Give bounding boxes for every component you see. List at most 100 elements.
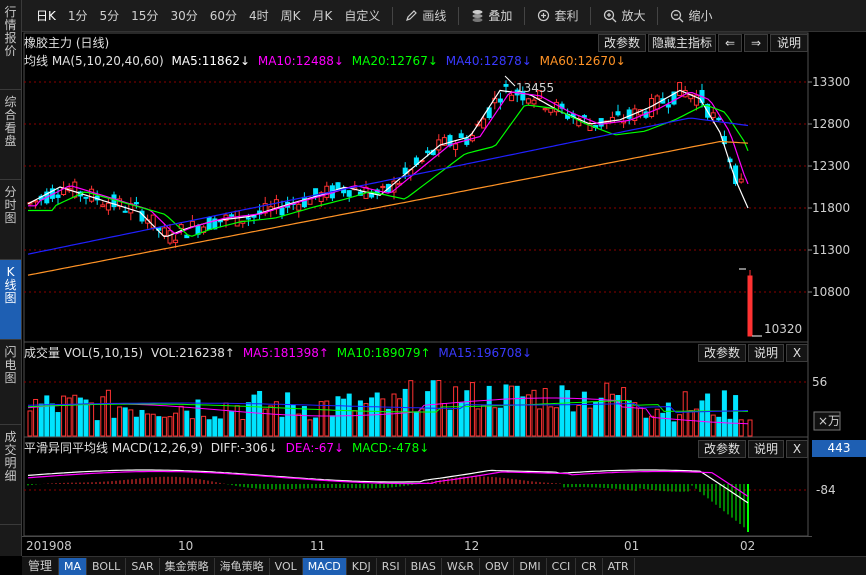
indicator-tab[interactable]: BIAS xyxy=(406,557,442,575)
volume-bar xyxy=(55,412,61,437)
volume-bar xyxy=(245,402,251,437)
indicator-tab[interactable]: DMI xyxy=(514,557,547,575)
side-tab[interactable]: 综 合 看 盘 xyxy=(0,90,21,180)
vol-ma15-line xyxy=(27,402,749,413)
volume-bar xyxy=(425,391,431,437)
volume-bar xyxy=(33,398,39,437)
candle-body xyxy=(503,84,509,87)
volume-bar xyxy=(587,407,593,437)
candle-body xyxy=(206,216,212,230)
volume-bar xyxy=(705,393,711,437)
volume-bar xyxy=(77,397,83,437)
toolbar-divider xyxy=(590,6,592,25)
indicator-tab[interactable]: MACD xyxy=(302,557,347,575)
indicator-tab[interactable]: 管理 xyxy=(22,557,60,575)
indicator-tab[interactable]: RSI xyxy=(377,557,406,575)
ma60-value: MA60:12670↓ xyxy=(539,54,626,68)
indicator-tab[interactable]: 海龟策略 xyxy=(215,557,270,575)
toolbar-tool-button[interactable]: 画线 xyxy=(399,4,452,28)
candle-body xyxy=(122,210,128,213)
volume-bar xyxy=(621,387,627,437)
ma40-value: MA40:12878↓ xyxy=(445,54,532,68)
indicator-tab[interactable]: CR xyxy=(576,557,603,575)
volume-bar xyxy=(111,417,117,437)
toolbar-tool-button[interactable]: 套利 xyxy=(531,4,584,28)
period-button[interactable]: 周K xyxy=(280,8,301,23)
volume-bar xyxy=(525,394,531,437)
toolbar-tool-button[interactable]: 缩小 xyxy=(664,4,718,28)
side-tab[interactable]: 成 交 明 细 xyxy=(0,425,21,525)
volume-bar xyxy=(727,418,733,437)
indicator-tab[interactable]: BOLL xyxy=(87,557,127,575)
toolbar-tool-button[interactable]: 叠加 xyxy=(465,4,518,28)
edit-params-button[interactable]: 改参数 xyxy=(598,34,646,52)
volume-close-button[interactable]: X xyxy=(786,344,808,362)
price-axis-label: 11800 xyxy=(812,201,850,215)
period-button[interactable]: 月K xyxy=(312,8,333,23)
macd-edit-params-button[interactable]: 改参数 xyxy=(698,440,746,458)
vol-ma10-value: MA10:189079↑ xyxy=(336,346,431,360)
period-button[interactable]: 4时 xyxy=(249,8,269,23)
volume-bar xyxy=(251,394,257,437)
volume-bar xyxy=(66,397,72,437)
candle-body xyxy=(481,118,487,129)
candle-body xyxy=(184,234,190,239)
volume-bar xyxy=(688,410,694,437)
price-axis-label: 12800 xyxy=(812,117,850,131)
period-button[interactable]: 日K xyxy=(36,8,56,23)
volume-bar xyxy=(682,391,688,437)
macd-indicator-name: 平滑异同平均线 MACD(12,26,9) xyxy=(24,441,203,455)
side-tab[interactable]: 行 情 报 价 xyxy=(0,0,21,90)
candle-body xyxy=(167,230,173,244)
candle-body xyxy=(693,94,699,106)
period-button[interactable]: 5分 xyxy=(99,8,120,23)
side-tab[interactable]: 闪 电 图 xyxy=(0,340,21,425)
indicator-tab[interactable]: SAR xyxy=(126,557,160,575)
macd-value: MACD:-478↓ xyxy=(351,441,430,455)
volume-bar xyxy=(234,405,240,437)
volume-bar xyxy=(397,398,403,437)
hide-main-indicator-button[interactable]: 隐藏主指标 xyxy=(648,34,716,52)
indicator-tab[interactable]: CCI xyxy=(547,557,577,575)
volume-bar xyxy=(453,386,459,437)
volume-edit-params-button[interactable]: 改参数 xyxy=(698,344,746,362)
indicator-tab[interactable]: MA xyxy=(59,557,88,575)
indicator-tab[interactable]: ATR xyxy=(603,557,635,575)
volume-bar xyxy=(61,395,67,437)
candle-body xyxy=(626,109,632,119)
toolbar-tool-button[interactable]: 放大 xyxy=(597,4,651,28)
toolbar-divider xyxy=(524,6,526,25)
crosshair-value-badge: 443 xyxy=(812,440,866,457)
next-indicator-button[interactable]: ⇒ xyxy=(744,34,768,52)
main-help-button[interactable]: 说明 xyxy=(770,34,808,52)
ma5-value: MA5:11862↓ xyxy=(171,54,251,68)
volume-bar xyxy=(486,385,492,437)
indicator-tab[interactable]: VOL xyxy=(270,557,303,575)
volume-help-button[interactable]: 说明 xyxy=(748,344,784,362)
period-button[interactable]: 1分 xyxy=(67,8,88,23)
volume-bar xyxy=(329,415,335,437)
candle-body xyxy=(100,204,106,208)
prev-indicator-button[interactable]: ⇐ xyxy=(718,34,742,52)
macd-help-button[interactable]: 说明 xyxy=(748,440,784,458)
ma5-line xyxy=(27,89,749,238)
volume-bar xyxy=(117,406,123,437)
indicator-tab[interactable]: W&R xyxy=(442,557,481,575)
volume-bar xyxy=(217,418,223,437)
price-axis-label: 11300 xyxy=(812,243,850,257)
indicator-tab[interactable]: KDJ xyxy=(347,557,377,575)
period-button[interactable]: 15分 xyxy=(131,8,159,23)
indicator-tab[interactable]: 集金策略 xyxy=(160,557,215,575)
volume-bar xyxy=(105,389,111,437)
side-tab[interactable]: K 线 图 xyxy=(0,260,21,340)
period-button[interactable]: 60分 xyxy=(209,8,237,23)
ma20-value: MA20:12767↓ xyxy=(351,54,438,68)
indicator-tab[interactable]: OBV xyxy=(480,557,515,575)
period-button[interactable]: 30分 xyxy=(170,8,198,23)
macd-close-button[interactable]: X xyxy=(786,440,808,458)
side-tab[interactable]: 分 时 图 xyxy=(0,180,21,260)
volume-bar xyxy=(100,396,106,437)
period-button[interactable]: 自定义 xyxy=(344,8,381,23)
volume-bar xyxy=(665,402,671,437)
